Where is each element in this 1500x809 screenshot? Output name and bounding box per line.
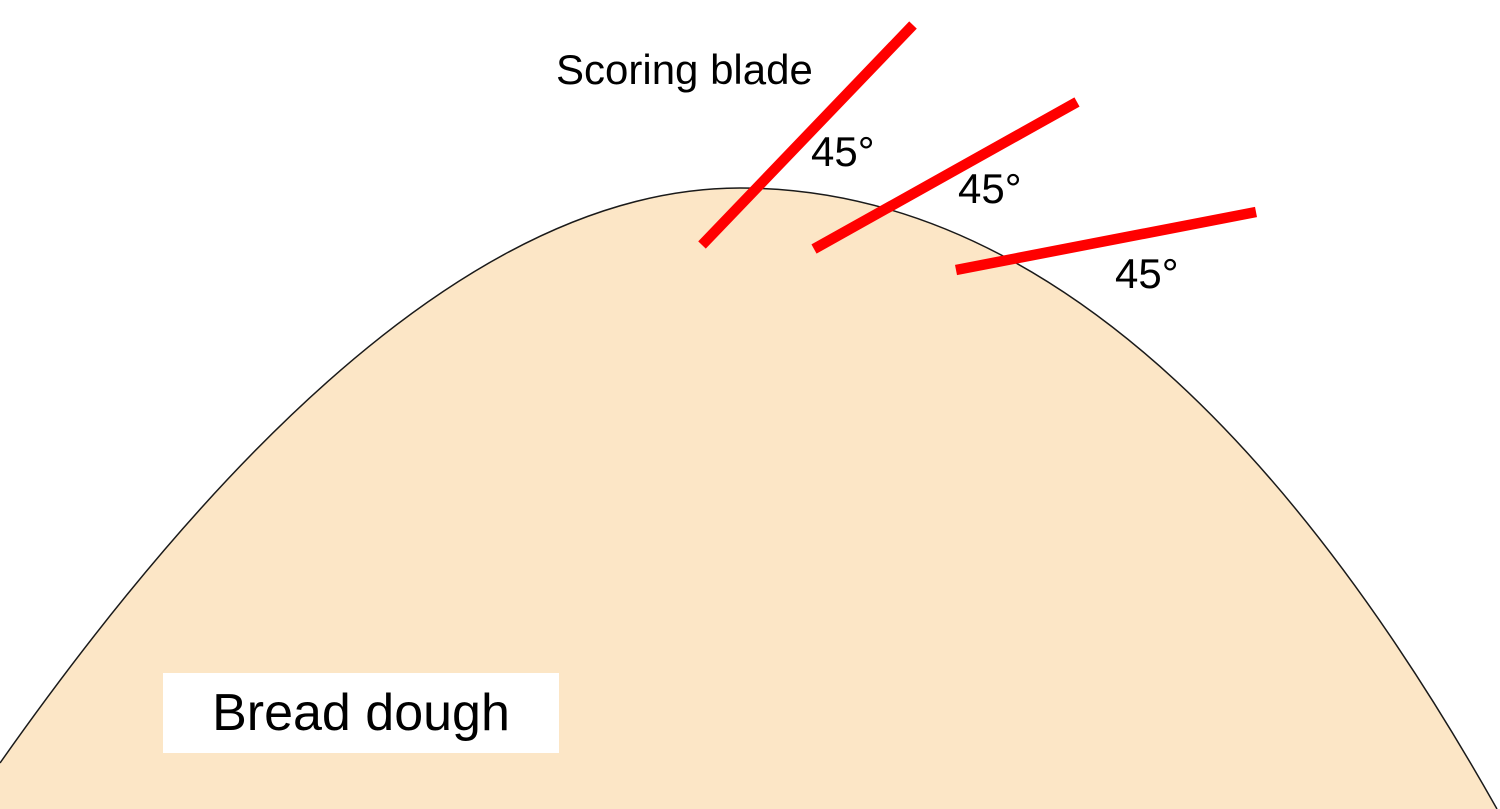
- scoring-blade-line-3: [955, 206, 1257, 276]
- angle-label-1: 45°: [811, 128, 875, 175]
- angle-label-3: 45°: [1115, 250, 1179, 297]
- scoring-blade-line-2: [811, 97, 1080, 254]
- bread-dough-label: Bread dough: [212, 684, 510, 742]
- angle-label-2: 45°: [958, 165, 1022, 212]
- bread-dough-outline: [0, 187, 1498, 809]
- bread-dough-label-box: Bread dough: [163, 673, 559, 753]
- scoring-blade-label: Scoring blade: [556, 46, 813, 93]
- scoring-blade-line-1: [698, 21, 917, 249]
- bread-dough-shape: [0, 188, 1497, 809]
